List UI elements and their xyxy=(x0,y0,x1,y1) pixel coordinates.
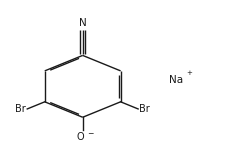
Text: O: O xyxy=(76,132,84,142)
Text: N: N xyxy=(79,18,86,28)
Text: Br: Br xyxy=(15,104,26,114)
Text: Br: Br xyxy=(139,104,149,114)
Text: Na: Na xyxy=(168,75,182,85)
Text: −: − xyxy=(87,129,94,138)
Text: +: + xyxy=(186,70,192,76)
